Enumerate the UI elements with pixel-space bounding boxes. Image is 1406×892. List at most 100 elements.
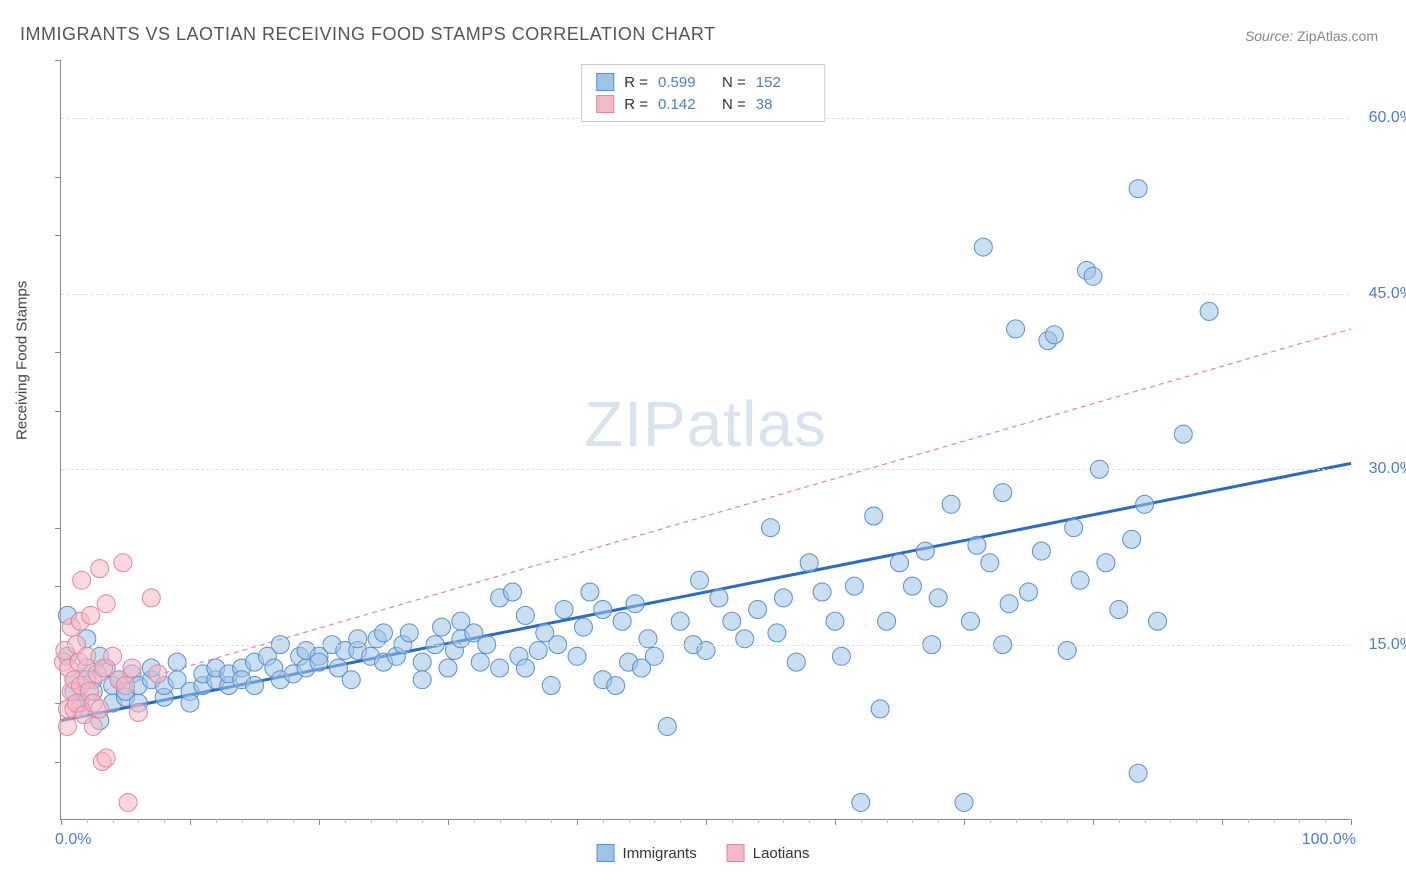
x-minor-tick <box>990 819 991 823</box>
data-point <box>658 717 676 735</box>
y-tick-label: 45.0% <box>1369 285 1406 303</box>
legend-label-laotians: Laotians <box>753 845 810 862</box>
legend-item-immigrants: Immigrants <box>597 844 697 862</box>
data-point <box>787 653 805 671</box>
x-minor-tick <box>242 819 243 823</box>
x-minor-tick <box>525 819 526 823</box>
data-point <box>1071 571 1089 589</box>
data-point <box>129 703 147 721</box>
data-point <box>1007 320 1025 338</box>
x-tick <box>577 819 578 825</box>
data-point <box>97 595 115 613</box>
x-tick <box>190 819 191 825</box>
x-tick <box>964 819 965 825</box>
data-point <box>123 659 141 677</box>
x-tick <box>61 819 62 825</box>
chart-title: IMMIGRANTS VS LAOTIAN RECEIVING FOOD STA… <box>20 24 716 45</box>
r-label: R = <box>624 74 648 91</box>
plot-area: ZIPatlas 15.0%30.0%45.0%60.0%0.0%100.0% <box>60 60 1350 820</box>
data-point <box>439 659 457 677</box>
x-minor-tick <box>783 819 784 823</box>
gridline <box>61 294 1350 295</box>
x-minor-tick <box>1196 819 1197 823</box>
data-point <box>78 647 96 665</box>
data-point <box>878 612 896 630</box>
data-point <box>671 612 689 630</box>
legend-row-laotians: R = 0.142 N = 38 <box>596 93 810 115</box>
data-point <box>104 647 122 665</box>
swatch-laotians <box>727 844 745 862</box>
x-minor-tick <box>758 819 759 823</box>
x-minor-tick <box>861 819 862 823</box>
data-point <box>762 519 780 537</box>
data-point <box>516 606 534 624</box>
data-point <box>832 647 850 665</box>
x-tick <box>706 819 707 825</box>
n-value-laotians: 38 <box>756 96 810 113</box>
x-minor-tick <box>87 819 88 823</box>
data-point <box>342 671 360 689</box>
x-minor-tick <box>422 819 423 823</box>
data-point <box>168 653 186 671</box>
y-minor-tick <box>55 411 61 412</box>
data-point <box>1084 267 1102 285</box>
data-point <box>768 624 786 642</box>
data-point <box>1045 326 1063 344</box>
n-value-immigrants: 152 <box>756 74 810 91</box>
data-point <box>97 749 115 767</box>
data-point <box>555 601 573 619</box>
data-point <box>929 589 947 607</box>
data-point <box>1020 583 1038 601</box>
x-minor-tick <box>732 819 733 823</box>
data-point <box>310 653 328 671</box>
x-minor-tick <box>474 819 475 823</box>
x-tick <box>1351 819 1352 825</box>
data-point <box>871 700 889 718</box>
y-minor-tick <box>55 352 61 353</box>
data-point <box>471 653 489 671</box>
data-point <box>91 560 109 578</box>
r-label: R = <box>624 96 648 113</box>
x-minor-tick <box>1170 819 1171 823</box>
swatch-immigrants <box>596 73 614 91</box>
x-minor-tick <box>654 819 655 823</box>
data-point <box>691 571 709 589</box>
data-point <box>607 677 625 695</box>
data-point <box>491 659 509 677</box>
y-axis-label: Receiving Food Stamps <box>14 281 31 440</box>
swatch-laotians <box>596 95 614 113</box>
y-tick-label: 60.0% <box>1369 109 1406 127</box>
x-minor-tick <box>1299 819 1300 823</box>
data-point <box>845 577 863 595</box>
data-point <box>516 659 534 677</box>
data-point <box>1123 530 1141 548</box>
x-minor-tick <box>293 819 294 823</box>
data-point <box>1174 425 1192 443</box>
data-point <box>413 653 431 671</box>
data-point <box>91 700 109 718</box>
x-minor-tick <box>113 819 114 823</box>
data-point <box>1065 519 1083 537</box>
data-point <box>981 554 999 572</box>
data-point <box>710 589 728 607</box>
x-tick <box>448 819 449 825</box>
y-minor-tick <box>55 586 61 587</box>
y-minor-tick <box>55 177 61 178</box>
legend-item-laotians: Laotians <box>727 844 810 862</box>
y-tick-label: 30.0% <box>1369 460 1406 478</box>
data-point <box>1000 595 1018 613</box>
data-point <box>826 612 844 630</box>
data-point <box>994 484 1012 502</box>
x-minor-tick <box>1274 819 1275 823</box>
x-minor-tick <box>1145 819 1146 823</box>
chart-container: IMMIGRANTS VS LAOTIAN RECEIVING FOOD STA… <box>0 0 1406 892</box>
data-point <box>504 583 522 601</box>
x-minor-tick <box>1325 819 1326 823</box>
data-point <box>865 507 883 525</box>
data-point <box>1129 180 1147 198</box>
gridline <box>61 469 1350 470</box>
data-point <box>581 583 599 601</box>
data-point <box>568 647 586 665</box>
data-point <box>774 589 792 607</box>
data-point <box>1129 764 1147 782</box>
